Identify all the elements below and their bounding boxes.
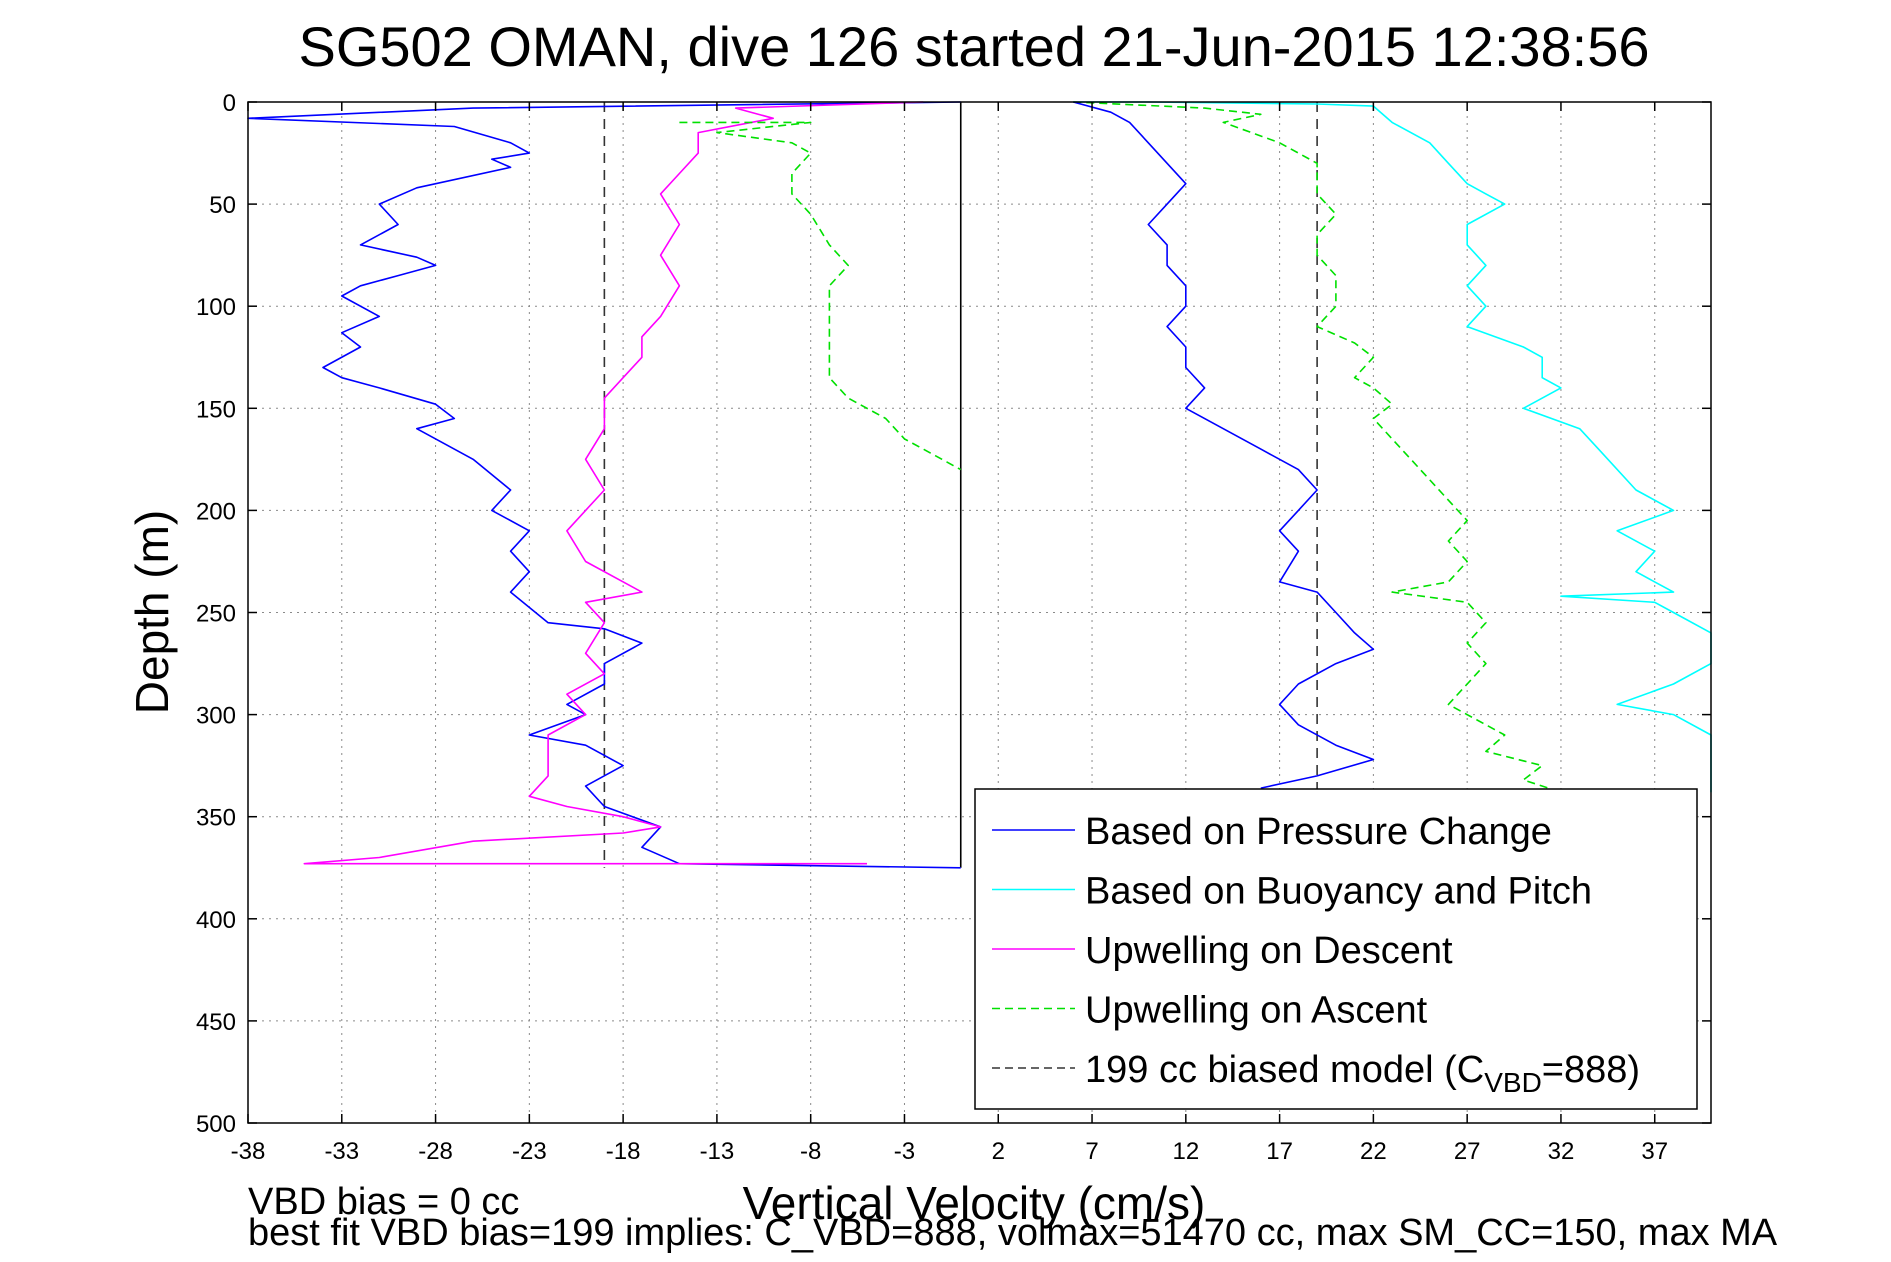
- y-tick-label: 500: [196, 1111, 236, 1138]
- legend-box: [974, 788, 1698, 1110]
- x-tick-label: 12: [1172, 1138, 1199, 1165]
- x-tick-label: 32: [1548, 1138, 1575, 1165]
- x-tick-label: 17: [1266, 1138, 1293, 1165]
- y-tick-label: 450: [196, 1009, 236, 1036]
- x-tick-label: 2: [992, 1138, 1005, 1165]
- x-tick-label: -23: [512, 1138, 547, 1165]
- legend-label: Upwelling on Descent: [1085, 930, 1453, 972]
- x-tick-label: -38: [231, 1138, 266, 1165]
- vbd-bias-annotation: VBD bias = 0 cc: [248, 1181, 520, 1223]
- series-group: [247, 101, 1712, 869]
- x-tick-label: 22: [1360, 1138, 1387, 1165]
- x-ticks: -38 -33 -28 -23 -18 -13 -8 -3 2 7 12 17 22 27 32 37: [231, 102, 1668, 1165]
- y-tick-label: 350: [196, 805, 236, 832]
- best-fit-annotation: best fit VBD bias=199 implies: C_VBD=888…: [248, 1212, 1778, 1254]
- chart-title: SG502 OMAN, dive 126 started 21-Jun-2015…: [298, 15, 1649, 78]
- x-tick-label: -8: [800, 1138, 821, 1165]
- y-tick-label: 100: [196, 294, 236, 321]
- y-tick-label: 300: [196, 703, 236, 730]
- y-tick-label: 400: [196, 907, 236, 934]
- series-based-on-pressure-change-5: [1073, 101, 1375, 789]
- x-tick-label: -3: [894, 1138, 915, 1165]
- series-based-on-buoyancy-and-pitch-1: [1073, 101, 1712, 793]
- y-ticks: 0 50 100 150 200 250 300 350 400 450 500: [196, 90, 1711, 1138]
- y-tick-label: 50: [209, 192, 236, 219]
- legend-label: Upwelling on Ascent: [1085, 990, 1428, 1032]
- y-axis-label: Depth (m): [126, 510, 178, 714]
- reference-lines: [603, 102, 1318, 868]
- x-tick-label: 7: [1085, 1138, 1098, 1165]
- x-tick-label: -18: [606, 1138, 641, 1165]
- y-tick-label: 200: [196, 498, 236, 525]
- series-upwelling-on-descent-2: [303, 101, 924, 865]
- legend-label: Based on Pressure Change: [1085, 811, 1552, 853]
- x-tick-label: 37: [1641, 1138, 1668, 1165]
- legend: Based on Pressure Change Based on Buoyanc…: [974, 788, 1698, 1110]
- y-tick-label: 250: [196, 601, 236, 628]
- y-tick-label: 0: [223, 90, 236, 117]
- series-upwelling-on-ascent-4: [1073, 101, 1562, 793]
- legend-label: Based on Buoyancy and Pitch: [1085, 871, 1592, 913]
- x-tick-label: 27: [1454, 1138, 1481, 1165]
- series-based-on-pressure-change-0: [247, 101, 961, 869]
- legend-label: 199 cc biased model (CVBD=888): [1085, 1049, 1640, 1098]
- y-tick-label: 150: [196, 396, 236, 423]
- x-tick-label: -13: [700, 1138, 735, 1165]
- x-tick-label: -28: [418, 1138, 453, 1165]
- x-tick-label: -33: [324, 1138, 359, 1165]
- x-axis-label: Vertical Velocity (cm/s): [743, 1177, 1206, 1229]
- series-upwelling-on-ascent-3: [679, 121, 962, 471]
